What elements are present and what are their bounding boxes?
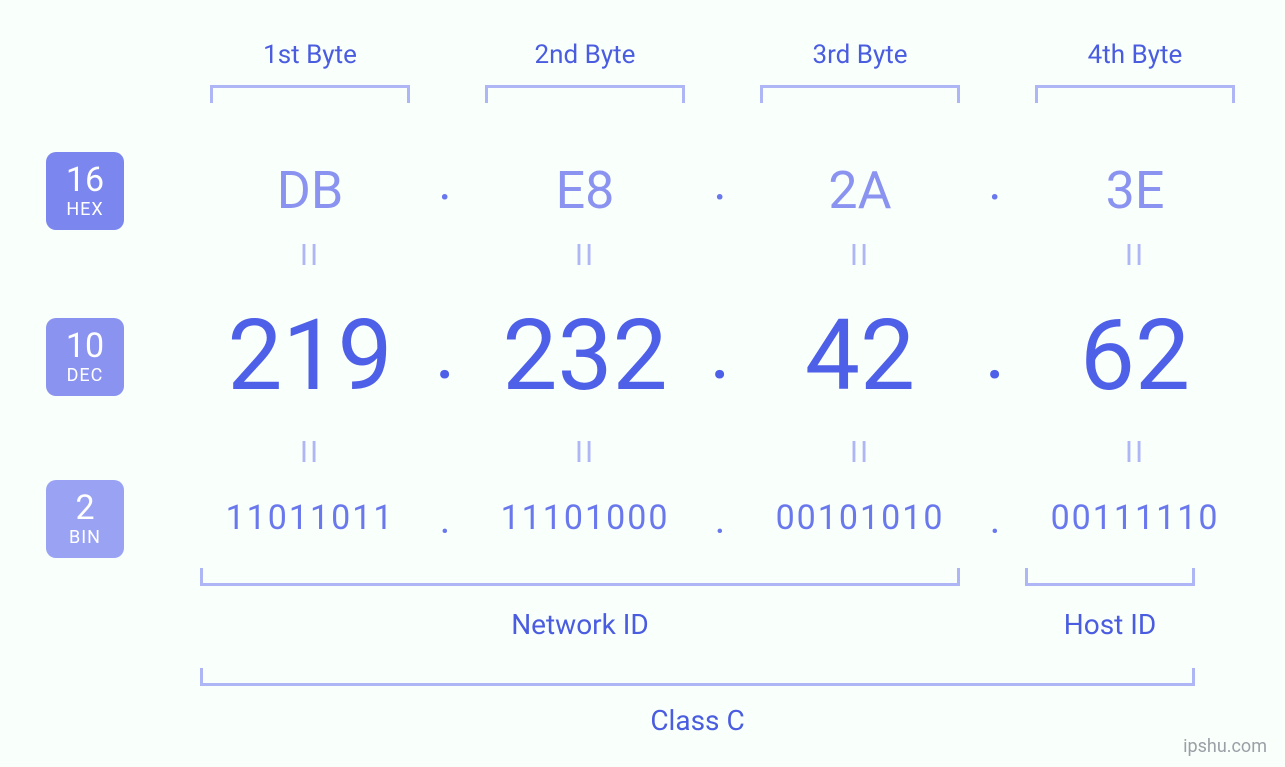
badge-bin-num: 2 <box>75 491 94 525</box>
dec-byte-2: 232 <box>475 298 695 413</box>
class-c-bracket <box>200 668 1195 686</box>
host-id-label: Host ID <box>1025 608 1195 641</box>
ip-diagram: 16 HEX 10 DEC 2 BIN 1st Byte 2nd Byte 3r… <box>0 0 1285 767</box>
dec-byte-3: 42 <box>750 298 970 413</box>
bin-byte-3: 00101010 <box>750 498 970 538</box>
badge-hex-sub: HEX <box>66 199 103 220</box>
top-bracket-4 <box>1035 85 1235 103</box>
network-id-bracket <box>200 568 960 586</box>
bin-byte-2: 11101000 <box>475 498 695 538</box>
badge-dec-num: 10 <box>66 329 104 363</box>
bin-dot-2: . <box>690 496 750 543</box>
badge-bin: 2 BIN <box>46 480 124 558</box>
badge-dec: 10 DEC <box>46 318 124 396</box>
eq-bot-1: II <box>200 435 420 470</box>
class-c-label: Class C <box>200 704 1195 737</box>
dec-dot-3: . <box>965 304 1025 398</box>
host-id-bracket <box>1025 568 1195 586</box>
byte-header-3: 3rd Byte <box>750 40 970 70</box>
eq-bot-2: II <box>475 435 695 470</box>
hex-byte-2: E8 <box>475 160 695 221</box>
hex-dot-1: . <box>415 154 475 212</box>
dec-dot-2: . <box>690 304 750 398</box>
eq-top-3: II <box>750 238 970 273</box>
bin-dot-3: . <box>965 496 1025 543</box>
eq-bot-3: II <box>750 435 970 470</box>
eq-top-2: II <box>475 238 695 273</box>
dec-dot-1: . <box>415 304 475 398</box>
byte-header-4: 4th Byte <box>1025 40 1245 70</box>
eq-top-1: II <box>200 238 420 273</box>
hex-dot-3: . <box>965 154 1025 212</box>
badge-hex: 16 HEX <box>46 152 124 230</box>
top-bracket-2 <box>485 85 685 103</box>
byte-header-1: 1st Byte <box>200 40 420 70</box>
eq-bot-4: II <box>1025 435 1245 470</box>
watermark: ipshu.com <box>1183 736 1267 757</box>
hex-byte-4: 3E <box>1025 160 1245 221</box>
badge-bin-sub: BIN <box>69 527 101 548</box>
badge-dec-sub: DEC <box>67 365 104 386</box>
network-id-label: Network ID <box>200 608 960 641</box>
bin-byte-1: 11011011 <box>200 498 420 538</box>
bin-byte-4: 00111110 <box>1025 498 1245 538</box>
hex-byte-3: 2A <box>750 160 970 221</box>
top-bracket-3 <box>760 85 960 103</box>
byte-header-2: 2nd Byte <box>475 40 695 70</box>
dec-byte-4: 62 <box>1025 298 1245 413</box>
hex-byte-1: DB <box>200 160 420 221</box>
hex-dot-2: . <box>690 154 750 212</box>
bin-dot-1: . <box>415 496 475 543</box>
eq-top-4: II <box>1025 238 1245 273</box>
badge-hex-num: 16 <box>66 163 104 197</box>
dec-byte-1: 219 <box>200 298 420 413</box>
top-bracket-1 <box>210 85 410 103</box>
